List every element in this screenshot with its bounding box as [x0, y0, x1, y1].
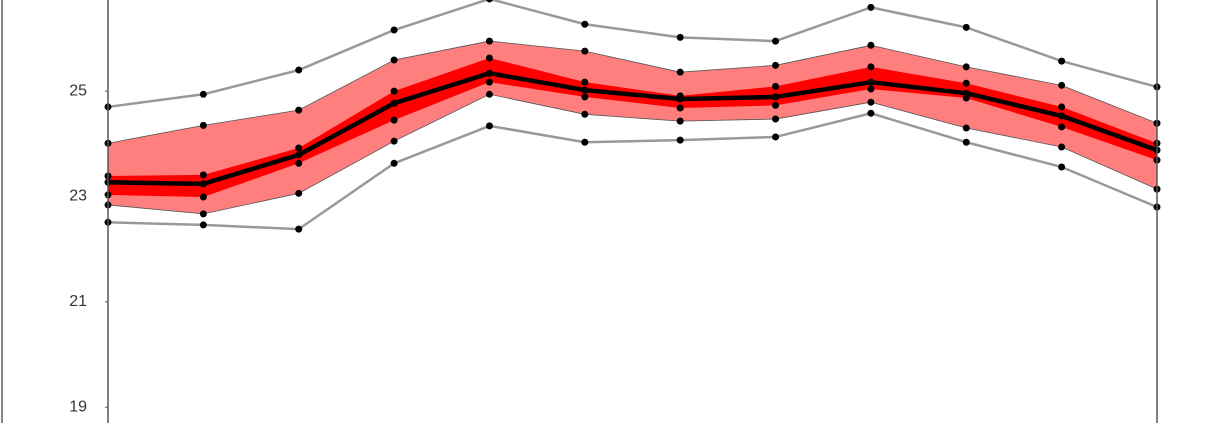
data-point: [581, 86, 589, 94]
data-point: [199, 210, 207, 218]
data-point: [676, 68, 684, 76]
data-point: [199, 171, 207, 179]
data-point: [962, 79, 970, 87]
axes: 19 21 23 25: [69, 0, 1158, 423]
data-point: [867, 41, 875, 49]
data-point: [199, 121, 207, 129]
y-tick-label: 21: [69, 293, 87, 310]
data-point: [772, 101, 780, 109]
data-point: [1058, 163, 1066, 171]
data-point: [867, 78, 875, 86]
data-point: [772, 93, 780, 101]
data-point: [1058, 143, 1066, 151]
data-point: [390, 87, 398, 95]
band-edge: [107, 93, 1158, 215]
data-point: [295, 151, 303, 159]
data-point: [772, 82, 780, 90]
y-tick-label: 19: [69, 398, 87, 415]
data-point: [295, 189, 303, 197]
data-point: [1058, 123, 1066, 131]
data-point: [485, 37, 493, 45]
data-point: [199, 90, 207, 98]
data-point: [867, 98, 875, 106]
data-point: [867, 109, 875, 117]
data-point: [199, 180, 207, 188]
data-point: [486, 0, 493, 3]
data-point: [199, 221, 207, 229]
data-point: [962, 23, 970, 31]
data-point: [676, 136, 684, 144]
data-point: [962, 138, 970, 146]
data-point: [772, 133, 780, 141]
data-point: [676, 95, 684, 103]
data-point: [295, 66, 303, 74]
data-point: [295, 225, 303, 233]
data-point: [390, 56, 398, 64]
dots: [104, 0, 1161, 233]
series-line: [107, 0, 1158, 109]
data-point: [390, 99, 398, 107]
y-tick-label: 23: [69, 188, 87, 205]
data-point: [676, 117, 684, 125]
data-point: [199, 193, 207, 201]
data-point: [390, 116, 398, 124]
data-point: [581, 138, 589, 146]
band-area: [108, 41, 1157, 214]
data-point: [581, 93, 589, 101]
data-point: [772, 37, 780, 45]
data-point: [390, 137, 398, 145]
data-point: [485, 54, 493, 62]
data-point: [390, 26, 398, 34]
data-point: [867, 3, 875, 11]
band-edge: [107, 40, 1158, 144]
data-point: [962, 63, 970, 71]
data-point: [295, 106, 303, 114]
data-point: [1058, 81, 1066, 89]
data-point: [295, 144, 303, 152]
data-point: [485, 122, 493, 130]
data-point: [962, 89, 970, 97]
data-point: [1058, 103, 1066, 111]
data-point: [581, 20, 589, 28]
data-point: [390, 159, 398, 167]
data-point: [581, 110, 589, 118]
data-point: [581, 78, 589, 86]
data-point: [962, 124, 970, 132]
data-point: [676, 33, 684, 41]
data-point: [485, 69, 493, 77]
data-point: [1058, 57, 1066, 65]
y-tick-label: 25: [69, 82, 87, 99]
data-point: [581, 47, 589, 55]
data-point: [676, 104, 684, 112]
data-point: [485, 90, 493, 98]
data-point: [867, 63, 875, 71]
data-point: [485, 78, 493, 86]
series-line: [107, 70, 1158, 187]
data-point: [295, 159, 303, 167]
data-point: [772, 115, 780, 123]
data-point: [1058, 112, 1066, 120]
lines: [107, 0, 1158, 231]
series-line: [107, 112, 1158, 231]
data-point: [772, 61, 780, 69]
data-point: [867, 85, 875, 93]
bands: [108, 41, 1157, 214]
